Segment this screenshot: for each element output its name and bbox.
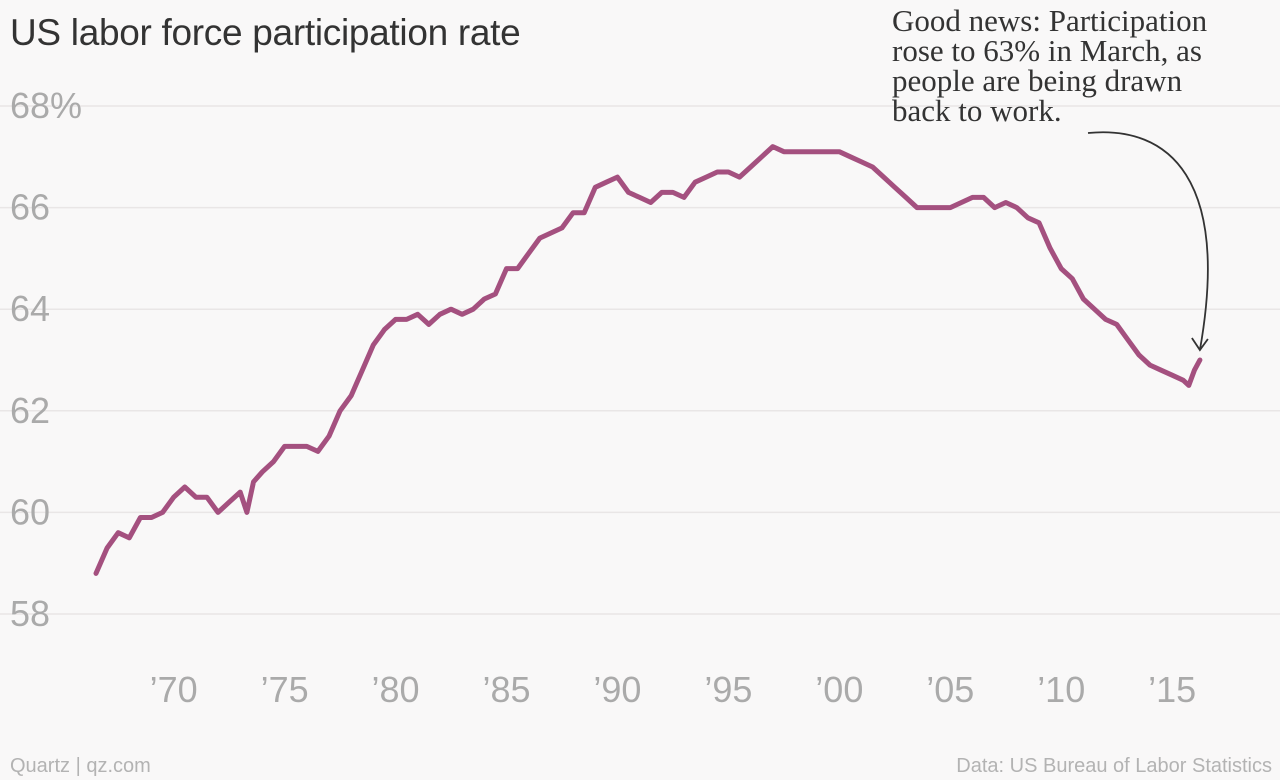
y-axis-ticks: 68% 66 64 62 60 58 xyxy=(10,85,82,634)
x-tick-label: ’15 xyxy=(1148,669,1196,710)
annotation-arrow xyxy=(1087,131,1209,351)
x-tick-label: ’05 xyxy=(926,669,974,710)
grid-lines xyxy=(0,105,1280,615)
x-axis-ticks: ’70 ’75 ’80 ’85 ’90 ’95 ’00 ’05 ’10 ’15 xyxy=(150,669,1197,710)
y-tick-label: 62 xyxy=(10,390,50,431)
x-tick-label: ’70 xyxy=(150,669,198,710)
annotation-line: Good news: Participation xyxy=(892,3,1208,38)
x-tick-label: ’95 xyxy=(704,669,752,710)
participation-rate-line xyxy=(93,144,1203,576)
data-source: Data: US Bureau of Labor Statistics xyxy=(956,755,1272,777)
x-tick-label: ’75 xyxy=(261,669,309,710)
y-tick-label: 58 xyxy=(10,593,50,634)
x-tick-label: ’10 xyxy=(1037,669,1085,710)
x-tick-label: ’90 xyxy=(593,669,641,710)
y-tick-label: 68% xyxy=(10,85,82,126)
chart-title: US labor force participation rate xyxy=(10,12,521,53)
x-tick-label: ’00 xyxy=(815,669,863,710)
y-tick-label: 64 xyxy=(10,288,50,329)
chart-annotation: Good news: Participation rose to 63% in … xyxy=(892,3,1272,128)
annotation-line: back to work. xyxy=(892,93,1062,128)
annotation-line: people are being drawn xyxy=(892,63,1183,98)
y-tick-label: 60 xyxy=(10,491,50,532)
x-tick-label: ’80 xyxy=(372,669,420,710)
annotation-line: rose to 63% in March, as xyxy=(892,33,1202,68)
y-tick-label: 66 xyxy=(10,187,50,228)
x-tick-label: ’85 xyxy=(482,669,530,710)
annotation-arrowhead xyxy=(1191,337,1209,352)
source-credit: Quartz | qz.com xyxy=(10,755,151,777)
